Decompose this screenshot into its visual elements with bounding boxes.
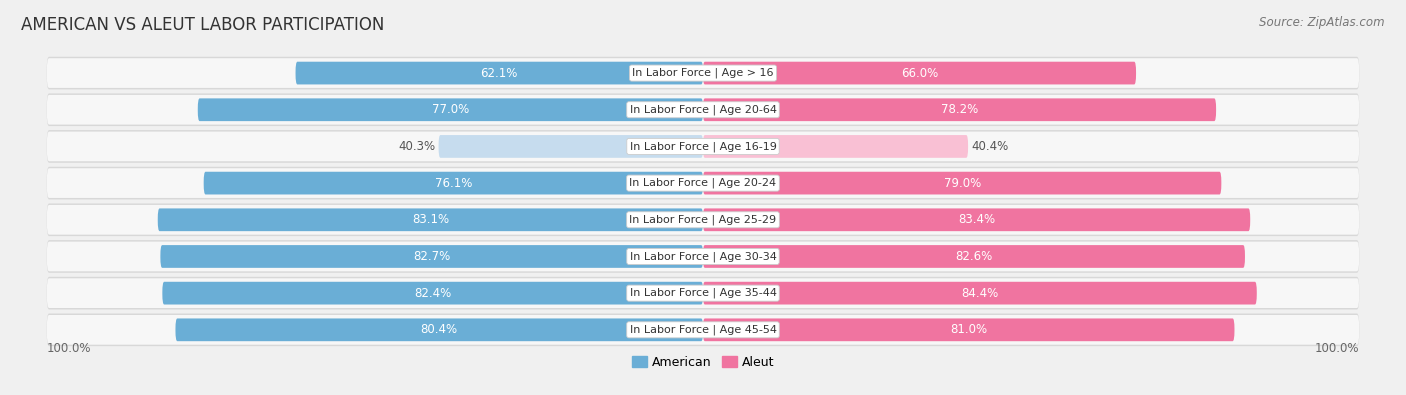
FancyBboxPatch shape <box>157 209 703 231</box>
FancyBboxPatch shape <box>46 205 1360 235</box>
FancyBboxPatch shape <box>160 245 703 268</box>
Text: 100.0%: 100.0% <box>46 342 91 356</box>
Text: In Labor Force | Age 35-44: In Labor Force | Age 35-44 <box>630 288 776 298</box>
Text: 82.6%: 82.6% <box>955 250 993 263</box>
Text: In Labor Force | Age 20-64: In Labor Force | Age 20-64 <box>630 105 776 115</box>
Text: In Labor Force | Age > 16: In Labor Force | Age > 16 <box>633 68 773 78</box>
Text: 79.0%: 79.0% <box>943 177 981 190</box>
Text: 62.1%: 62.1% <box>481 67 517 79</box>
Text: 40.4%: 40.4% <box>972 140 1008 153</box>
Text: 84.4%: 84.4% <box>962 287 998 300</box>
Text: 83.4%: 83.4% <box>957 213 995 226</box>
FancyBboxPatch shape <box>204 172 703 194</box>
Text: Source: ZipAtlas.com: Source: ZipAtlas.com <box>1260 16 1385 29</box>
FancyBboxPatch shape <box>46 277 1360 309</box>
FancyBboxPatch shape <box>703 245 1244 268</box>
Text: 82.7%: 82.7% <box>413 250 450 263</box>
Text: 66.0%: 66.0% <box>901 67 938 79</box>
FancyBboxPatch shape <box>703 209 1250 231</box>
Text: 83.1%: 83.1% <box>412 213 449 226</box>
FancyBboxPatch shape <box>703 172 1222 194</box>
Text: 80.4%: 80.4% <box>420 324 458 336</box>
Text: In Labor Force | Age 20-24: In Labor Force | Age 20-24 <box>630 178 776 188</box>
Text: In Labor Force | Age 25-29: In Labor Force | Age 25-29 <box>630 214 776 225</box>
Text: 82.4%: 82.4% <box>413 287 451 300</box>
FancyBboxPatch shape <box>703 318 1234 341</box>
FancyBboxPatch shape <box>176 318 703 341</box>
FancyBboxPatch shape <box>295 62 703 85</box>
Text: 81.0%: 81.0% <box>950 324 987 336</box>
Text: 78.2%: 78.2% <box>941 103 979 116</box>
FancyBboxPatch shape <box>703 62 1136 85</box>
FancyBboxPatch shape <box>703 282 1257 305</box>
FancyBboxPatch shape <box>46 58 1360 88</box>
FancyBboxPatch shape <box>46 167 1360 199</box>
FancyBboxPatch shape <box>46 315 1360 345</box>
FancyBboxPatch shape <box>439 135 703 158</box>
Text: In Labor Force | Age 30-34: In Labor Force | Age 30-34 <box>630 251 776 262</box>
FancyBboxPatch shape <box>46 94 1360 126</box>
FancyBboxPatch shape <box>162 282 703 305</box>
FancyBboxPatch shape <box>46 240 1360 273</box>
FancyBboxPatch shape <box>46 57 1360 89</box>
Text: AMERICAN VS ALEUT LABOR PARTICIPATION: AMERICAN VS ALEUT LABOR PARTICIPATION <box>21 16 384 34</box>
FancyBboxPatch shape <box>46 242 1360 271</box>
Text: 77.0%: 77.0% <box>432 103 470 116</box>
Text: 76.1%: 76.1% <box>434 177 472 190</box>
Legend: American, Aleut: American, Aleut <box>627 351 779 374</box>
FancyBboxPatch shape <box>46 314 1360 346</box>
FancyBboxPatch shape <box>46 278 1360 308</box>
FancyBboxPatch shape <box>703 135 969 158</box>
FancyBboxPatch shape <box>46 130 1360 163</box>
FancyBboxPatch shape <box>703 98 1216 121</box>
Text: 40.3%: 40.3% <box>398 140 436 153</box>
FancyBboxPatch shape <box>46 132 1360 161</box>
Text: In Labor Force | Age 16-19: In Labor Force | Age 16-19 <box>630 141 776 152</box>
Text: In Labor Force | Age 45-54: In Labor Force | Age 45-54 <box>630 325 776 335</box>
FancyBboxPatch shape <box>198 98 703 121</box>
FancyBboxPatch shape <box>46 203 1360 236</box>
Text: 100.0%: 100.0% <box>1315 342 1360 356</box>
FancyBboxPatch shape <box>46 95 1360 124</box>
FancyBboxPatch shape <box>46 168 1360 198</box>
